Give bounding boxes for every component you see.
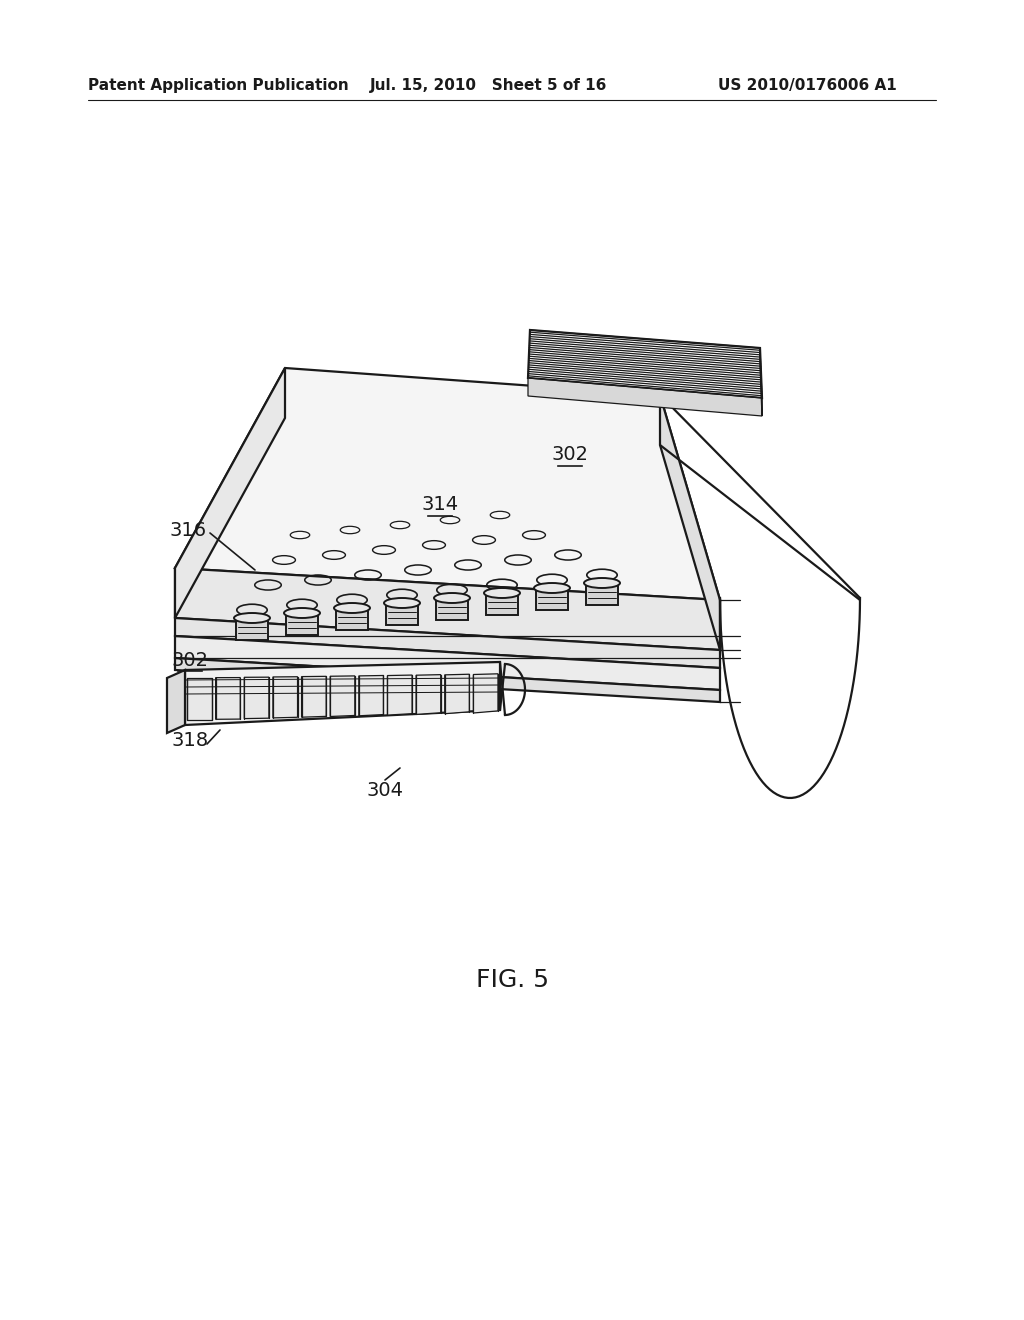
Ellipse shape bbox=[284, 609, 319, 618]
Polygon shape bbox=[175, 618, 720, 668]
Text: 302: 302 bbox=[171, 651, 209, 669]
Polygon shape bbox=[216, 677, 241, 719]
Polygon shape bbox=[273, 677, 298, 718]
Polygon shape bbox=[286, 612, 318, 635]
Ellipse shape bbox=[384, 598, 420, 609]
Ellipse shape bbox=[434, 593, 470, 603]
Polygon shape bbox=[175, 368, 285, 618]
Ellipse shape bbox=[484, 587, 520, 598]
Polygon shape bbox=[167, 671, 185, 733]
Polygon shape bbox=[528, 330, 762, 399]
Polygon shape bbox=[660, 395, 720, 649]
Text: Patent Application Publication: Patent Application Publication bbox=[88, 78, 349, 92]
Polygon shape bbox=[444, 675, 469, 714]
Text: FIG. 5: FIG. 5 bbox=[475, 968, 549, 993]
Polygon shape bbox=[175, 418, 720, 649]
Polygon shape bbox=[486, 593, 518, 615]
Ellipse shape bbox=[584, 578, 620, 587]
Polygon shape bbox=[175, 368, 720, 601]
Polygon shape bbox=[416, 675, 440, 714]
Polygon shape bbox=[330, 676, 355, 717]
Polygon shape bbox=[175, 568, 720, 649]
Polygon shape bbox=[245, 677, 269, 718]
Text: US 2010/0176006 A1: US 2010/0176006 A1 bbox=[718, 78, 897, 92]
Polygon shape bbox=[473, 673, 498, 713]
Polygon shape bbox=[386, 603, 418, 624]
Text: 314: 314 bbox=[422, 495, 459, 515]
Text: 316: 316 bbox=[169, 520, 207, 540]
Text: 302: 302 bbox=[552, 446, 589, 465]
Polygon shape bbox=[528, 378, 762, 416]
Polygon shape bbox=[436, 598, 468, 620]
Ellipse shape bbox=[534, 583, 570, 593]
Polygon shape bbox=[536, 587, 568, 610]
Polygon shape bbox=[185, 663, 500, 725]
Text: Jul. 15, 2010   Sheet 5 of 16: Jul. 15, 2010 Sheet 5 of 16 bbox=[370, 78, 607, 92]
Polygon shape bbox=[760, 348, 762, 416]
Polygon shape bbox=[175, 636, 720, 690]
Text: 318: 318 bbox=[171, 730, 209, 750]
Polygon shape bbox=[586, 583, 618, 605]
Ellipse shape bbox=[234, 612, 270, 623]
Polygon shape bbox=[187, 678, 212, 719]
Polygon shape bbox=[236, 618, 268, 640]
Polygon shape bbox=[175, 657, 720, 702]
Polygon shape bbox=[301, 676, 327, 717]
Text: 304: 304 bbox=[367, 780, 403, 800]
Polygon shape bbox=[358, 676, 383, 715]
Polygon shape bbox=[336, 609, 368, 630]
Polygon shape bbox=[387, 675, 412, 715]
Ellipse shape bbox=[334, 603, 370, 612]
Polygon shape bbox=[175, 436, 720, 668]
